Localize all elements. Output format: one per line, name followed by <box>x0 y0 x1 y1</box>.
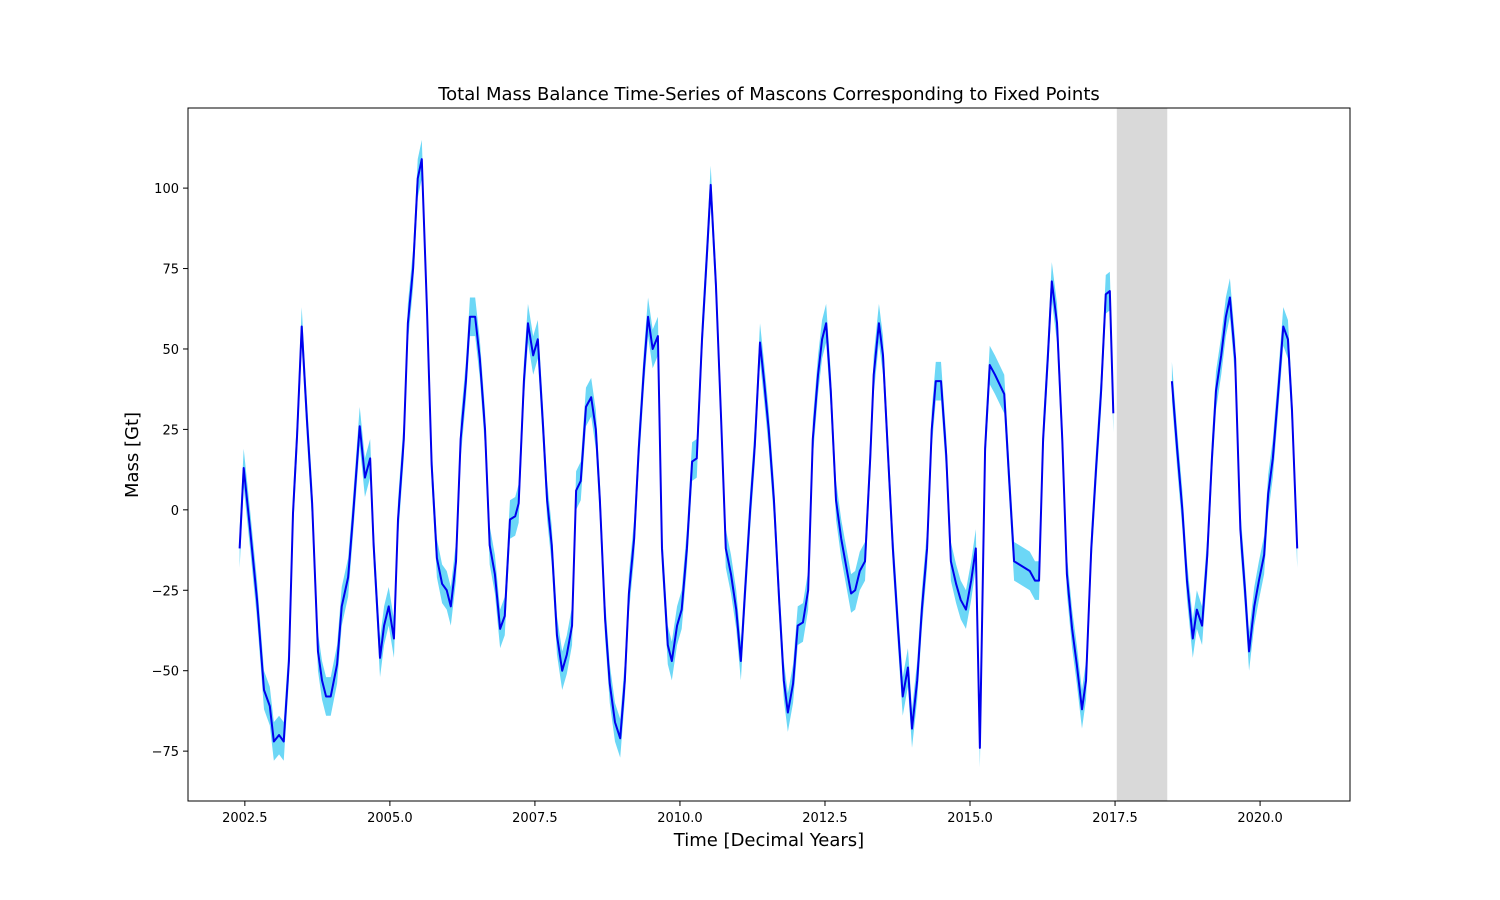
y-axis-label: Mass [Gt] <box>122 412 143 498</box>
uncertainty-band <box>239 139 1298 768</box>
chart-title: Total Mass Balance Time-Series of Mascon… <box>437 84 1100 105</box>
plot-area <box>238 108 1299 801</box>
y-tick-label: −25 <box>152 584 179 599</box>
x-tick-label: 2015.0 <box>947 811 993 826</box>
x-tick-label: 2002.5 <box>222 811 268 826</box>
x-tick-label: 2012.5 <box>802 811 848 826</box>
y-tick-label: 0 <box>171 504 179 519</box>
y-tick-label: 75 <box>162 263 179 278</box>
x-tick-label: 2017.5 <box>1092 811 1138 826</box>
x-axis-label: Time [Decimal Years] <box>673 830 864 851</box>
y-tick-label: 25 <box>162 423 179 438</box>
y-tick-label: −75 <box>152 745 179 760</box>
x-tick-label: 2005.0 <box>367 811 413 826</box>
axes-frame <box>187 107 1351 802</box>
y-tick-label: 100 <box>154 182 179 197</box>
y-tick-label: 50 <box>162 343 179 358</box>
y-tick-label: −50 <box>152 665 179 680</box>
x-tick-label: 2020.0 <box>1237 811 1283 826</box>
x-tick-label: 2010.0 <box>657 811 703 826</box>
x-tick-label: 2007.5 <box>512 811 558 826</box>
shaded-span <box>1116 108 1168 801</box>
data-line <box>238 158 1299 749</box>
